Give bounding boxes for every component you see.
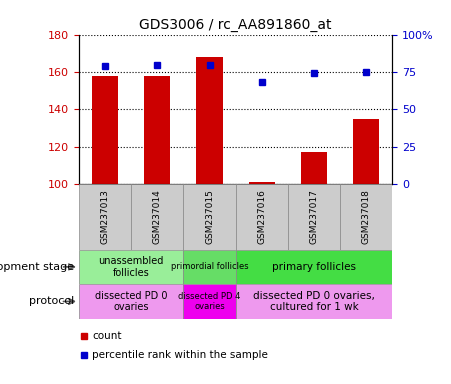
Bar [249,182,275,184]
Text: primordial follicles: primordial follicles [171,262,249,271]
Bar [92,76,118,184]
Bar [353,119,379,184]
Bar [340,184,392,250]
Bar [184,284,236,319]
Text: dissected PD 0 ovaries,
cultured for 1 wk: dissected PD 0 ovaries, cultured for 1 w… [253,291,375,312]
Text: GSM237013: GSM237013 [101,190,110,244]
Text: unassembled
follicles: unassembled follicles [98,256,164,278]
Bar [236,284,392,319]
Text: dissected PD 0
ovaries: dissected PD 0 ovaries [95,291,167,312]
Text: primary follicles: primary follicles [272,262,356,272]
Title: GDS3006 / rc_AA891860_at: GDS3006 / rc_AA891860_at [139,18,332,32]
Bar [288,184,340,250]
Text: dissected PD 4
ovaries: dissected PD 4 ovaries [178,292,241,311]
Text: development stage: development stage [0,262,74,272]
Bar [144,76,170,184]
Bar [79,284,184,319]
Text: GSM237017: GSM237017 [309,190,318,244]
Text: count: count [92,331,121,341]
Bar [79,184,131,250]
Text: protocol: protocol [29,296,74,306]
Text: GSM237016: GSM237016 [257,190,266,244]
Bar [301,152,327,184]
Text: GSM237015: GSM237015 [205,190,214,244]
Text: GSM237014: GSM237014 [153,190,162,244]
Bar [79,250,184,284]
Bar [184,250,236,284]
Bar [184,184,236,250]
Bar [131,184,184,250]
Text: percentile rank within the sample: percentile rank within the sample [92,350,268,360]
Bar [236,184,288,250]
Text: GSM237018: GSM237018 [362,190,371,244]
Bar [236,250,392,284]
Bar [197,57,223,184]
